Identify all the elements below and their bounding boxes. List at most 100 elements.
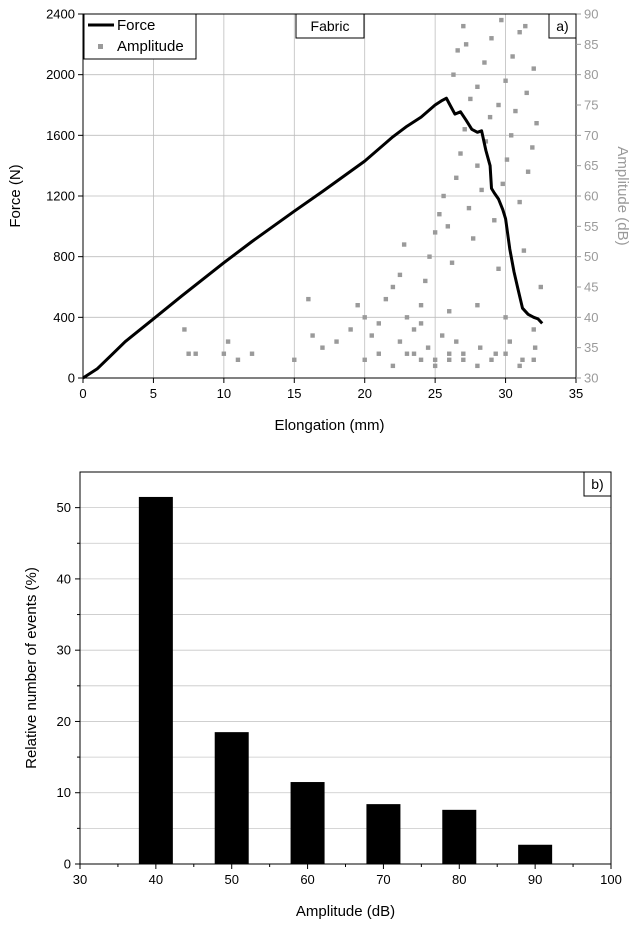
amplitude-point — [334, 339, 339, 344]
amplitude-point — [496, 266, 501, 271]
amplitude-point — [310, 333, 315, 338]
y-tick-label: 1200 — [46, 189, 75, 204]
legend-force-label: Force — [117, 17, 155, 34]
x-tick-label: 25 — [428, 386, 442, 401]
amplitude-point — [530, 145, 535, 150]
amplitude-point — [482, 60, 487, 65]
amplitude-point — [427, 254, 432, 259]
amplitude-point — [306, 296, 311, 302]
x-tick-label: 10 — [217, 386, 231, 401]
amplitude-point — [362, 357, 367, 362]
amplitude-point — [489, 36, 494, 41]
x-tick-label: 30 — [73, 872, 87, 887]
amplitude-point — [503, 78, 508, 83]
amplitude-point — [355, 303, 360, 308]
amplitude-point — [507, 339, 512, 344]
y2-tick-label: 35 — [584, 340, 598, 355]
amplitude-point — [418, 357, 424, 362]
amplitude-point — [348, 327, 353, 332]
amplitude-point — [466, 205, 472, 211]
legend-amplitude-swatch — [98, 44, 103, 49]
amplitude-point — [383, 296, 389, 302]
amplitude-point — [320, 345, 325, 350]
y-tick-label: 2400 — [46, 7, 75, 22]
amplitude-point — [447, 357, 452, 362]
amplitude-point — [376, 321, 381, 326]
annotation-text: Fabric — [311, 18, 350, 34]
amplitude-point — [461, 357, 466, 362]
amplitude-point — [461, 23, 466, 29]
y-axis-label: Force (N) — [7, 164, 24, 227]
amplitude-point — [454, 339, 459, 344]
amplitude-point — [531, 357, 536, 362]
amplitude-point — [525, 169, 531, 174]
amplitude-point — [447, 309, 452, 314]
force-line — [82, 96, 544, 380]
y-tick-label: 40 — [57, 571, 71, 586]
amplitude-point — [475, 363, 480, 369]
amplitude-point — [397, 272, 403, 278]
amplitude-point — [468, 96, 473, 102]
amplitude-point — [517, 363, 522, 369]
amplitude-point — [487, 114, 493, 120]
y2-tick-label: 55 — [584, 219, 598, 234]
amplitude-point — [235, 357, 241, 362]
amplitude-point — [454, 175, 459, 180]
amplitude-point — [458, 151, 463, 156]
amplitude-point — [503, 351, 508, 356]
panel-label-box — [583, 471, 612, 497]
y2-tick-label: 65 — [584, 158, 598, 173]
x-tick-label: 15 — [287, 386, 301, 401]
x-tick-label: 100 — [600, 872, 622, 887]
amplitude-point — [534, 121, 539, 126]
x-tick-label: 20 — [357, 386, 371, 401]
y2-tick-label: 80 — [584, 67, 598, 82]
panel-label-box — [548, 13, 577, 39]
y2-tick-label: 60 — [584, 189, 598, 204]
y2-tick-label: 50 — [584, 249, 598, 264]
amplitude-point — [182, 327, 187, 332]
amplitude-point — [418, 303, 424, 308]
amplitude-point — [411, 351, 417, 356]
amplitude-point — [492, 218, 497, 223]
amplitude-point — [475, 303, 480, 308]
x-tick-label: 5 — [150, 386, 157, 401]
amplitude-point — [520, 357, 525, 362]
bar-60 — [290, 782, 325, 864]
amplitude-point — [390, 284, 396, 290]
x-tick-label: 50 — [224, 872, 238, 887]
y2-tick-label: 30 — [584, 371, 598, 386]
amplitude-point — [376, 351, 381, 356]
amplitude-point — [531, 327, 536, 332]
amplitude-point — [369, 333, 374, 338]
x-tick-label: 90 — [528, 872, 542, 887]
y2-tick-label: 70 — [584, 128, 598, 143]
amplitude-point — [425, 345, 431, 350]
amplitude-point — [521, 248, 527, 253]
amplitude-point — [193, 351, 198, 356]
y-tick-label: 800 — [53, 249, 75, 264]
amplitude-point — [390, 363, 396, 369]
legend-box — [83, 13, 197, 60]
amplitude-point — [489, 357, 494, 362]
amplitude-point — [462, 127, 467, 132]
amplitude-point — [449, 260, 455, 265]
amplitude-point — [499, 17, 504, 23]
amplitude-point — [532, 345, 538, 350]
x-tick-label: 0 — [79, 386, 86, 401]
amplitude-point — [418, 321, 424, 326]
amplitude-point — [475, 163, 480, 168]
amplitude-point — [517, 30, 522, 35]
y-axis-label: Relative number of events (%) — [23, 567, 40, 769]
y-tick-label: 1600 — [46, 128, 75, 143]
amplitude-point — [493, 351, 498, 356]
y2-tick-label: 75 — [584, 98, 598, 113]
y-tick-label: 0 — [68, 371, 75, 386]
amplitude-point — [461, 351, 466, 356]
amplitude-point — [475, 84, 480, 89]
bar-50 — [214, 732, 249, 864]
amplitude-point — [524, 90, 529, 96]
amplitude-point — [509, 133, 514, 138]
amplitude-point — [513, 108, 518, 114]
amplitude-point — [411, 327, 417, 332]
